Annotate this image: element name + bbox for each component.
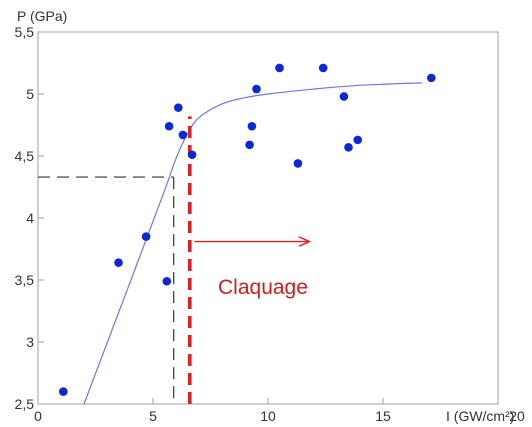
data-point (318, 63, 328, 73)
data-point (247, 121, 257, 131)
y-tick-label: 3 (26, 334, 34, 350)
y-tick-label: 2,5 (15, 396, 35, 412)
annotation-label: Claquage (218, 276, 308, 299)
data-points (59, 63, 436, 396)
y-tick-label: 3,5 (15, 272, 35, 288)
x-axis-label: I (GW/cm²) (446, 408, 514, 424)
x-tick-label: 15 (375, 408, 391, 424)
reference-lines (38, 176, 175, 404)
y-tick-label: 5 (26, 86, 34, 102)
x-tick-label: 20 (509, 408, 525, 424)
data-point (174, 103, 183, 112)
data-point (427, 73, 436, 83)
y-tick-label: 4 (26, 210, 34, 226)
data-point (293, 159, 303, 168)
x-axis-ticks: 0 5 10 15 20 (34, 398, 525, 424)
data-point (178, 130, 188, 140)
data-point (162, 276, 172, 286)
x-tick-label: 5 (149, 408, 157, 424)
y-axis-label: P (GPa) (17, 8, 67, 24)
data-point (187, 150, 197, 160)
data-point (141, 232, 151, 241)
data-point (164, 121, 174, 131)
data-point (245, 140, 254, 150)
data-point (59, 387, 68, 396)
x-tick-label: 10 (260, 408, 276, 424)
data-point (275, 63, 284, 73)
data-point (353, 135, 363, 145)
y-tick-label: 5,5 (15, 24, 35, 40)
data-point (339, 92, 349, 101)
data-point (114, 258, 123, 267)
y-axis-ticks: 2,5 3 3,5 4 4,5 5 5,5 (15, 24, 44, 412)
y-tick-label: 4,5 (15, 148, 35, 164)
data-point (344, 143, 353, 152)
data-point (252, 84, 261, 94)
x-tick-label: 0 (34, 408, 42, 424)
plot-frame (37, 31, 499, 405)
